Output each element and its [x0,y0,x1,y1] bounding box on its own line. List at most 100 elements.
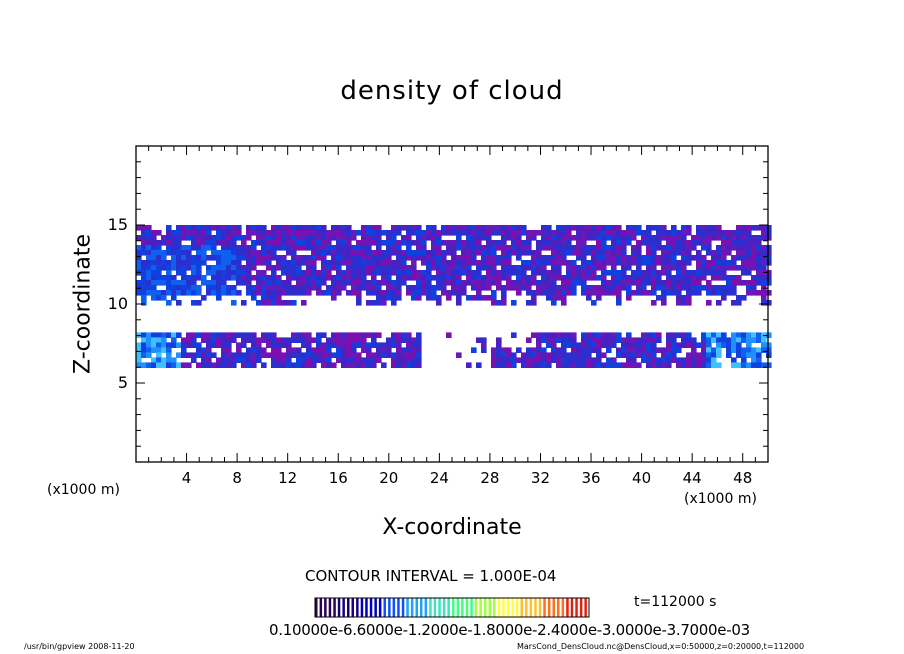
density-cell [526,235,532,241]
density-cell [161,342,167,348]
density-cell [431,265,437,271]
density-cell [601,265,607,271]
density-cell [161,255,167,261]
density-cell [571,265,577,271]
density-cell [556,250,562,256]
density-cell [406,285,412,291]
density-cell [281,255,287,261]
density-cell [691,240,697,246]
density-cell [431,255,437,261]
density-cell [766,225,772,231]
density-cell [236,260,242,266]
density-cell [296,270,302,276]
density-cell [141,332,147,338]
density-cell [681,260,687,266]
density-cell [366,270,372,276]
density-cell [466,260,472,266]
density-cell [761,290,767,296]
density-cell [741,235,747,241]
density-cell [211,240,217,246]
density-cell [266,290,272,296]
density-cell [621,342,627,348]
density-cell [516,225,522,231]
density-cell [256,230,262,236]
density-cell [341,362,347,368]
density-cell [281,300,287,306]
density-cell [206,332,212,338]
density-cell [381,352,387,358]
density-cell [726,245,732,251]
density-cell [666,265,672,271]
density-cell [721,245,727,251]
density-cell [411,270,417,276]
density-cell [666,347,672,353]
density-cell [371,300,377,306]
density-cell [201,260,207,266]
density-cell [356,275,362,281]
density-cell [261,332,267,338]
density-cell [216,240,222,246]
density-cell [461,250,467,256]
density-cell [526,230,532,236]
density-cell [601,245,607,251]
density-cell [166,332,172,338]
density-cell [206,270,212,276]
density-cell [606,337,612,343]
density-cell [326,235,332,241]
density-cell [226,255,232,261]
density-cell [631,280,637,286]
density-cell [666,275,672,281]
density-cell [721,235,727,241]
density-cell [731,260,737,266]
density-cell [631,352,637,358]
density-cell [561,235,567,241]
density-cell [686,245,692,251]
density-cell [666,250,672,256]
density-cell [411,250,417,256]
density-cell [241,342,247,348]
density-cell [461,265,467,271]
density-cell [581,332,587,338]
density-cell [681,235,687,241]
density-cell [511,245,517,251]
density-cell [261,362,267,368]
density-cell [561,290,567,296]
density-cell [146,332,152,338]
density-cell [196,362,202,368]
density-cell [696,362,702,368]
density-cell [266,285,272,291]
density-cell [766,230,772,236]
density-cell [666,352,672,358]
density-cell [536,230,542,236]
density-cell [521,260,527,266]
density-cell [646,240,652,246]
density-cell [581,275,587,281]
density-cell [406,270,412,276]
x-unit-left: (x1000 m) [47,482,120,498]
density-cell [441,230,447,236]
density-cell [541,260,547,266]
density-cell [571,290,577,296]
density-cell [151,290,157,296]
x-tick-label: 28 [480,469,500,487]
density-cell [216,290,222,296]
density-cell [671,250,677,256]
density-cell [721,240,727,246]
density-cell [226,342,232,348]
density-cell [486,265,492,271]
density-cell [361,265,367,271]
density-cell [561,347,567,353]
density-cell [596,342,602,348]
density-cell [191,337,197,343]
density-cell [496,245,502,251]
density-cell [316,270,322,276]
density-cell [721,265,727,271]
density-cell [706,290,712,296]
density-cell [631,230,637,236]
density-cell [236,275,242,281]
density-cell [766,275,772,281]
density-cell [531,332,537,338]
density-cell [431,290,437,296]
density-cell [161,295,167,301]
